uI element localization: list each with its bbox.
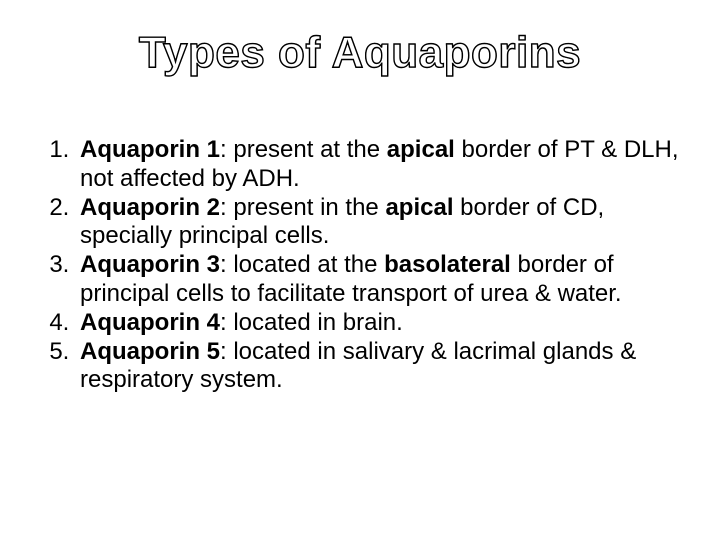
item-text: : present in the [220, 194, 385, 221]
item-bold: apical [387, 136, 455, 163]
item-lead: Aquaporin 4 [80, 309, 220, 336]
list-item: Aquaporin 1: present at the apical borde… [76, 136, 682, 194]
item-lead: Aquaporin 3 [80, 251, 220, 278]
item-lead: Aquaporin 2 [80, 194, 220, 221]
list-item: Aquaporin 5: located in salivary & lacri… [76, 338, 682, 396]
item-text: : located at the [220, 251, 384, 278]
item-lead: Aquaporin 5 [80, 338, 220, 365]
aquaporin-list: Aquaporin 1: present at the apical borde… [38, 136, 682, 395]
item-lead: Aquaporin 1 [80, 136, 220, 163]
slide: Types of Aquaporins Aquaporin 1: present… [0, 0, 720, 540]
item-text: : located in brain. [220, 309, 403, 336]
slide-title: Types of Aquaporins [38, 28, 682, 78]
item-bold: apical [385, 194, 453, 221]
item-text: : present at the [220, 136, 387, 163]
list-item: Aquaporin 2: present in the apical borde… [76, 194, 682, 252]
item-bold: basolateral [384, 251, 511, 278]
list-item: Aquaporin 3: located at the basolateral … [76, 251, 682, 309]
list-item: Aquaporin 4: located in brain. [76, 309, 682, 338]
